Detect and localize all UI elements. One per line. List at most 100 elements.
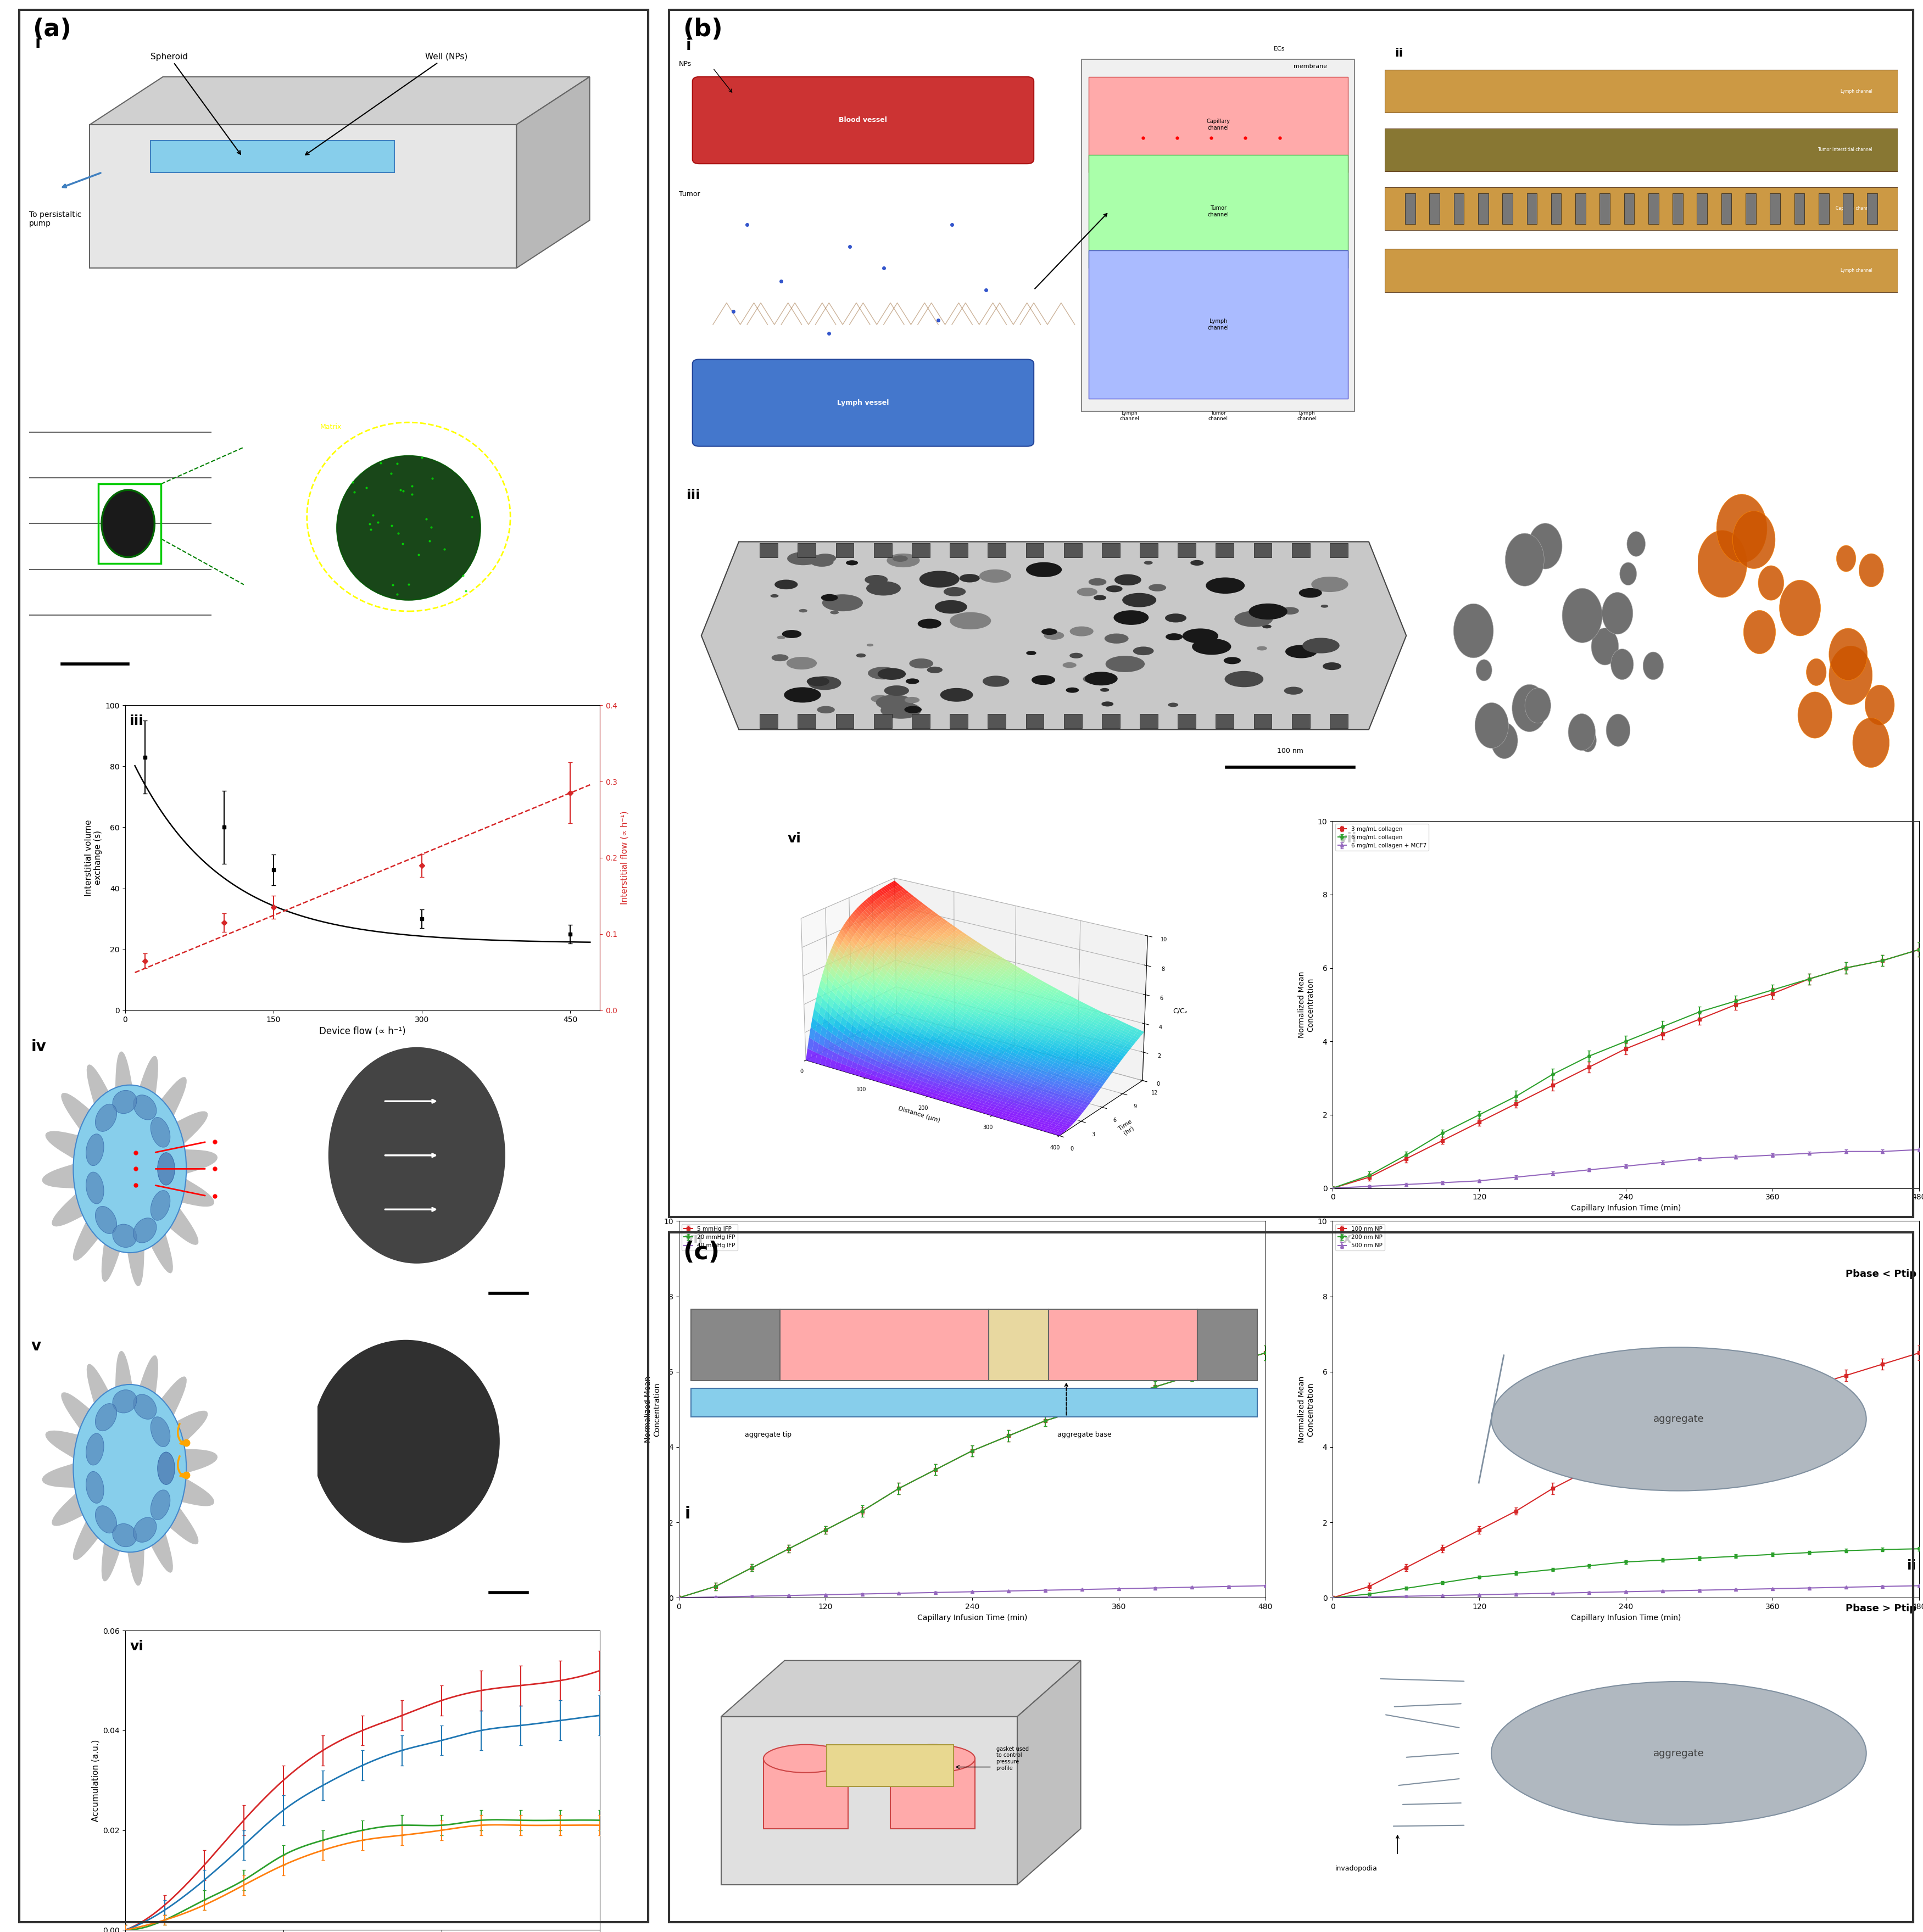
Bar bbox=[1648, 193, 1658, 224]
Circle shape bbox=[787, 553, 819, 566]
Circle shape bbox=[1806, 659, 1827, 686]
Circle shape bbox=[1069, 626, 1094, 636]
Circle shape bbox=[771, 595, 779, 597]
Circle shape bbox=[787, 657, 817, 670]
Circle shape bbox=[813, 554, 837, 562]
Circle shape bbox=[892, 554, 908, 562]
Circle shape bbox=[1106, 585, 1123, 593]
Ellipse shape bbox=[158, 1153, 175, 1184]
Polygon shape bbox=[42, 1350, 217, 1586]
Ellipse shape bbox=[96, 1403, 117, 1432]
Ellipse shape bbox=[113, 1090, 137, 1113]
Bar bbox=[1063, 543, 1083, 558]
Circle shape bbox=[887, 553, 919, 568]
Text: aggregate tip: aggregate tip bbox=[744, 1432, 792, 1437]
Circle shape bbox=[960, 574, 981, 582]
X-axis label: Capillary Infusion Time (min): Capillary Infusion Time (min) bbox=[1571, 1613, 1681, 1621]
Circle shape bbox=[1525, 688, 1550, 723]
Text: Lymph
channel: Lymph channel bbox=[1119, 412, 1138, 421]
Bar bbox=[1254, 713, 1271, 728]
FancyBboxPatch shape bbox=[1081, 60, 1354, 412]
Text: membrane: membrane bbox=[1294, 64, 1327, 70]
Circle shape bbox=[906, 678, 919, 684]
Circle shape bbox=[1619, 562, 1636, 585]
Circle shape bbox=[904, 697, 919, 703]
Bar bbox=[1140, 713, 1158, 728]
Text: i: i bbox=[35, 35, 40, 52]
Bar bbox=[1254, 543, 1271, 558]
Circle shape bbox=[1321, 605, 1329, 609]
Polygon shape bbox=[721, 1662, 1081, 1716]
Circle shape bbox=[1261, 624, 1271, 628]
Circle shape bbox=[1836, 545, 1856, 572]
Circle shape bbox=[1627, 531, 1646, 556]
Y-axis label: Accumulation (a.u.): Accumulation (a.u.) bbox=[92, 1739, 100, 1822]
Text: iv: iv bbox=[1452, 489, 1463, 498]
Bar bbox=[912, 713, 931, 728]
Circle shape bbox=[1579, 728, 1596, 752]
Ellipse shape bbox=[158, 1453, 175, 1484]
Bar bbox=[1721, 193, 1731, 224]
Ellipse shape bbox=[133, 1517, 156, 1542]
Circle shape bbox=[1281, 607, 1298, 614]
Circle shape bbox=[1454, 603, 1494, 657]
Circle shape bbox=[927, 667, 942, 672]
Bar bbox=[1385, 70, 1898, 112]
Ellipse shape bbox=[133, 1095, 156, 1121]
Circle shape bbox=[1044, 632, 1063, 639]
Circle shape bbox=[1717, 495, 1767, 562]
Circle shape bbox=[1779, 580, 1821, 636]
Bar bbox=[988, 1310, 1048, 1381]
Text: i: i bbox=[685, 1507, 690, 1522]
Bar bbox=[1819, 193, 1829, 224]
Circle shape bbox=[867, 643, 873, 647]
Ellipse shape bbox=[73, 1086, 187, 1252]
Ellipse shape bbox=[96, 1206, 117, 1235]
Bar bbox=[98, 483, 162, 564]
Polygon shape bbox=[90, 124, 517, 269]
Text: (a): (a) bbox=[33, 17, 71, 41]
Text: gasket used
to control
pressure
profile: gasket used to control pressure profile bbox=[996, 1747, 1029, 1772]
Circle shape bbox=[940, 688, 973, 701]
Text: (c): (c) bbox=[683, 1240, 719, 1264]
Bar bbox=[1502, 193, 1513, 224]
Circle shape bbox=[798, 609, 808, 612]
Circle shape bbox=[1285, 645, 1317, 659]
Circle shape bbox=[810, 556, 833, 566]
Text: Spheroid: Spheroid bbox=[150, 52, 240, 155]
X-axis label: Device flow (∝ h⁻¹): Device flow (∝ h⁻¹) bbox=[319, 1026, 406, 1036]
Circle shape bbox=[783, 630, 802, 638]
Circle shape bbox=[944, 587, 965, 597]
Bar bbox=[1527, 193, 1536, 224]
Circle shape bbox=[1511, 684, 1546, 732]
Circle shape bbox=[1611, 649, 1633, 680]
Text: Collagen IV: Collagen IV bbox=[1798, 775, 1829, 781]
Circle shape bbox=[1225, 670, 1263, 688]
Bar bbox=[1552, 193, 1561, 224]
Text: ix: ix bbox=[1338, 1233, 1352, 1246]
FancyBboxPatch shape bbox=[692, 359, 1035, 446]
Text: Pbase > Ptip: Pbase > Ptip bbox=[1846, 1604, 1915, 1613]
Text: Pbase < Ptip: Pbase < Ptip bbox=[1846, 1269, 1915, 1279]
Circle shape bbox=[904, 705, 921, 713]
Bar bbox=[912, 543, 931, 558]
Ellipse shape bbox=[150, 1190, 169, 1221]
Circle shape bbox=[1602, 593, 1633, 634]
Circle shape bbox=[1183, 628, 1219, 643]
Circle shape bbox=[1490, 723, 1517, 759]
Circle shape bbox=[1042, 628, 1058, 636]
Text: Blood vessel: Blood vessel bbox=[838, 116, 887, 124]
Text: ECs: ECs bbox=[1273, 46, 1285, 52]
Ellipse shape bbox=[150, 1117, 169, 1148]
Bar bbox=[1842, 193, 1854, 224]
Circle shape bbox=[1590, 628, 1619, 665]
Bar bbox=[1177, 713, 1196, 728]
Ellipse shape bbox=[1492, 1347, 1865, 1492]
Bar bbox=[1769, 193, 1781, 224]
Y-axis label: Interstitial volume
exchange (s): Interstitial volume exchange (s) bbox=[85, 819, 102, 896]
Circle shape bbox=[1069, 653, 1083, 659]
Circle shape bbox=[1698, 531, 1746, 597]
Ellipse shape bbox=[150, 1490, 169, 1520]
Circle shape bbox=[1733, 510, 1775, 568]
Bar bbox=[690, 1387, 1258, 1416]
